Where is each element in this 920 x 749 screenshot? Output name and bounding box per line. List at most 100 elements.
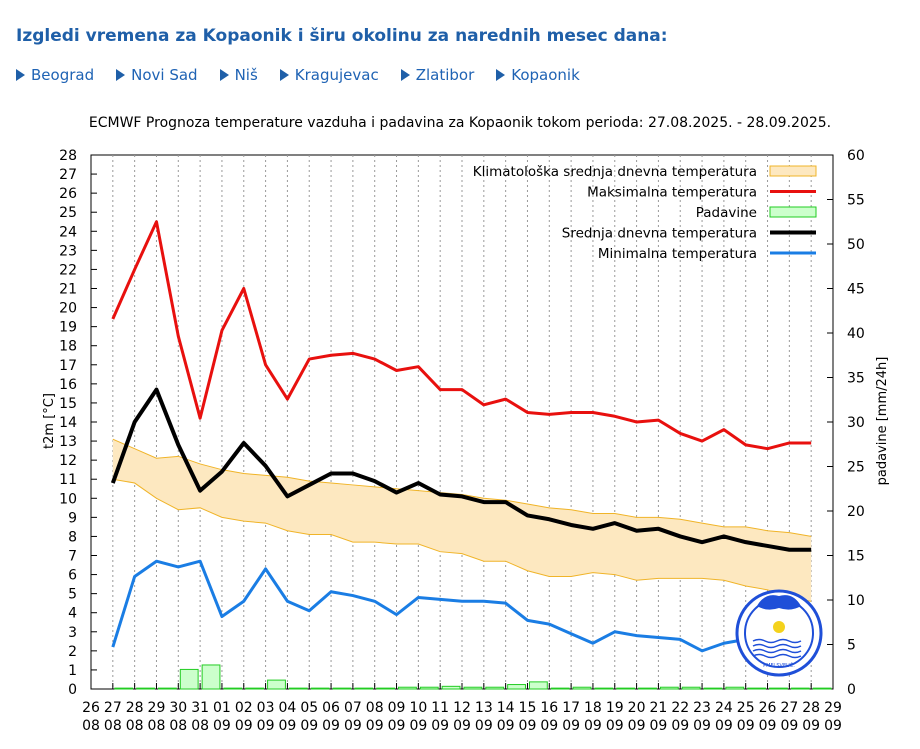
- precip-bar: [201, 664, 221, 690]
- precip-bar: [485, 686, 505, 690]
- y2-tick-label: 55: [847, 193, 865, 209]
- x-tick-month-label: 09: [737, 718, 755, 734]
- precip-bar: [616, 687, 636, 690]
- x-tick-month-label: 08: [169, 718, 187, 734]
- wave-icon: [752, 643, 802, 649]
- y-tick-label: 27: [59, 167, 77, 183]
- y-tick-label: 12: [59, 453, 77, 469]
- x-tick-day-label: 29: [148, 700, 166, 716]
- x-tick-day-label: 11: [431, 700, 449, 716]
- y2-tick-label: 25: [847, 460, 865, 476]
- x-tick-month-label: 09: [628, 718, 646, 734]
- x-tick-day-label: 09: [388, 700, 406, 716]
- city-link-label: Niš: [234, 66, 258, 84]
- x-tick-month-label: 08: [191, 718, 209, 734]
- logo-emblem: PMFI SVEUČ.: [735, 589, 823, 677]
- precip-bar: [681, 686, 701, 690]
- y-tick-label: 15: [59, 396, 77, 412]
- wave-icon: [752, 648, 802, 654]
- x-tick-day-label: 13: [475, 700, 493, 716]
- precip-bar: [398, 686, 417, 690]
- x-tick-day-label: 21: [649, 700, 667, 716]
- y-tick-label: 24: [59, 224, 77, 240]
- precip-bar: [550, 687, 570, 690]
- x-tick-day-label: 19: [606, 700, 624, 716]
- x-tick-month-label: 09: [322, 718, 340, 734]
- precip-bar: [769, 687, 788, 690]
- x-tick-day-label: 26: [82, 700, 100, 716]
- city-link-kragujevac[interactable]: Kragujevac: [279, 66, 379, 84]
- x-tick-day-label: 08: [366, 700, 384, 716]
- x-tick-day-label: 16: [540, 700, 558, 716]
- x-tick-day-label: 17: [562, 700, 580, 716]
- x-tick-month-label: 09: [824, 718, 842, 734]
- x-tick-month-label: 09: [366, 718, 384, 734]
- legend-swatch-climatology: [769, 165, 817, 177]
- city-link-nis[interactable]: Niš: [219, 66, 258, 84]
- precip-bar: [114, 687, 134, 690]
- x-tick-day-label: 28: [802, 700, 820, 716]
- y2-tick-label: 5: [847, 638, 856, 654]
- precip-bar: [703, 687, 723, 690]
- y-tick-label: 1: [68, 663, 77, 679]
- y2-tick-label: 40: [847, 326, 865, 342]
- x-tick-month-label: 09: [235, 718, 253, 734]
- y2-tick-label: 20: [847, 504, 865, 520]
- precip-bar: [354, 687, 374, 690]
- wave-icon: [752, 653, 802, 659]
- y-tick-label: 8: [68, 529, 77, 545]
- precip-bar: [179, 668, 199, 690]
- x-tick-month-label: 09: [649, 718, 667, 734]
- x-tick-day-label: 18: [584, 700, 602, 716]
- legend-label: Padavine: [696, 205, 757, 221]
- precip-bar: [528, 681, 548, 690]
- city-link-beograd[interactable]: Beograd: [16, 66, 94, 84]
- x-tick-month-label: 09: [715, 718, 733, 734]
- x-tick-day-label: 27: [104, 700, 122, 716]
- y2-tick-label: 45: [847, 282, 865, 298]
- precip-bar: [288, 687, 308, 690]
- precip-bar: [594, 687, 614, 690]
- x-tick-day-label: 05: [300, 700, 318, 716]
- precip-bar: [638, 687, 657, 690]
- y-axis-label: t2m [°C]: [42, 393, 57, 449]
- x-tick-day-label: 30: [169, 700, 187, 716]
- precip-bar: [419, 686, 439, 690]
- y-tick-label: 25: [59, 205, 77, 221]
- precip-bar: [267, 679, 286, 690]
- y2-tick-label: 60: [847, 148, 865, 164]
- city-link-novi-sad[interactable]: Novi Sad: [116, 66, 198, 84]
- x-tick-day-label: 01: [213, 700, 231, 716]
- x-tick-day-label: 02: [235, 700, 253, 716]
- sun-icon: [773, 621, 785, 633]
- precip-bar: [136, 687, 155, 690]
- triangle-right-icon: [16, 69, 25, 81]
- city-link-zlatibor[interactable]: Zlatibor: [400, 66, 474, 84]
- plot-area: 0123456789101112131415161718192021222324…: [59, 148, 865, 734]
- x-tick-month-label: 09: [257, 718, 275, 734]
- legend-label: Klimatološka srednja dnevna temperatura: [473, 164, 757, 180]
- y-tick-label: 2: [68, 644, 77, 660]
- y2-axis-label: padavine [mm/24h]: [875, 357, 890, 486]
- city-link-kopaonik[interactable]: Kopaonik: [496, 66, 580, 84]
- x-tick-month-label: 09: [344, 718, 362, 734]
- x-tick-month-label: 09: [431, 718, 449, 734]
- x-tick-day-label: 31: [191, 700, 209, 716]
- legend-label: Maksimalna temperatura: [587, 185, 757, 201]
- x-tick-day-label: 12: [453, 700, 471, 716]
- x-tick-day-label: 14: [497, 700, 515, 716]
- y-tick-label: 6: [68, 568, 77, 584]
- x-tick-day-label: 06: [322, 700, 340, 716]
- precip-bar: [223, 687, 243, 690]
- y-tick-label: 13: [59, 434, 77, 450]
- y-tick-label: 14: [59, 415, 77, 431]
- x-tick-month-label: 09: [388, 718, 406, 734]
- y2-tick-label: 35: [847, 371, 865, 387]
- climatology-band: [112, 439, 812, 602]
- x-tick-month-label: 08: [104, 718, 122, 734]
- y2-tick-label: 0: [847, 682, 856, 698]
- precip-bar: [725, 686, 745, 690]
- triangle-right-icon: [219, 69, 229, 81]
- x-tick-day-label: 15: [519, 700, 537, 716]
- triangle-right-icon: [116, 69, 126, 81]
